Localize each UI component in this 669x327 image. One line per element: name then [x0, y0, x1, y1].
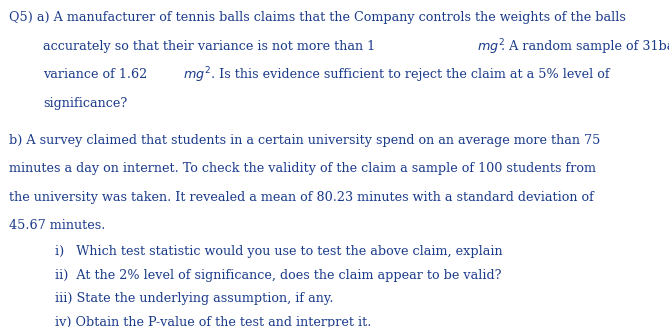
Text: $\mathit{mg}^{2}$: $\mathit{mg}^{2}$ [477, 37, 505, 57]
Text: minutes a day on internet. To check the validity of the claim a sample of 100 st: minutes a day on internet. To check the … [9, 162, 595, 175]
Text: accurately so that their variance is not more than 1: accurately so that their variance is not… [43, 40, 379, 53]
Text: variance of 1.62: variance of 1.62 [43, 68, 152, 81]
Text: i)   Which test statistic would you use to test the above claim, explain: i) Which test statistic would you use to… [55, 245, 502, 258]
Text: ii)  At the 2% level of significance, does the claim appear to be valid?: ii) At the 2% level of significance, doe… [55, 269, 501, 282]
Text: iv) Obtain the P-value of the test and interpret it.: iv) Obtain the P-value of the test and i… [55, 316, 371, 327]
Text: significance?: significance? [43, 97, 128, 110]
Text: . Is this evidence sufficient to reject the claim at a 5% level of: . Is this evidence sufficient to reject … [207, 68, 609, 81]
Text: . A random sample of 31balls yields: . A random sample of 31balls yields [500, 40, 669, 53]
Text: Q5) a) A manufacturer of tennis balls claims that the Company controls the weigh: Q5) a) A manufacturer of tennis balls cl… [9, 11, 626, 25]
Text: iii) State the underlying assumption, if any.: iii) State the underlying assumption, if… [55, 292, 333, 305]
Text: b) A survey claimed that students in a certain university spend on an average mo: b) A survey claimed that students in a c… [9, 134, 600, 147]
Text: 45.67 minutes.: 45.67 minutes. [9, 219, 105, 232]
Text: $\mathit{mg}^{2}$: $\mathit{mg}^{2}$ [183, 66, 211, 85]
Text: the university was taken. It revealed a mean of 80.23 minutes with a standard de: the university was taken. It revealed a … [9, 191, 593, 204]
